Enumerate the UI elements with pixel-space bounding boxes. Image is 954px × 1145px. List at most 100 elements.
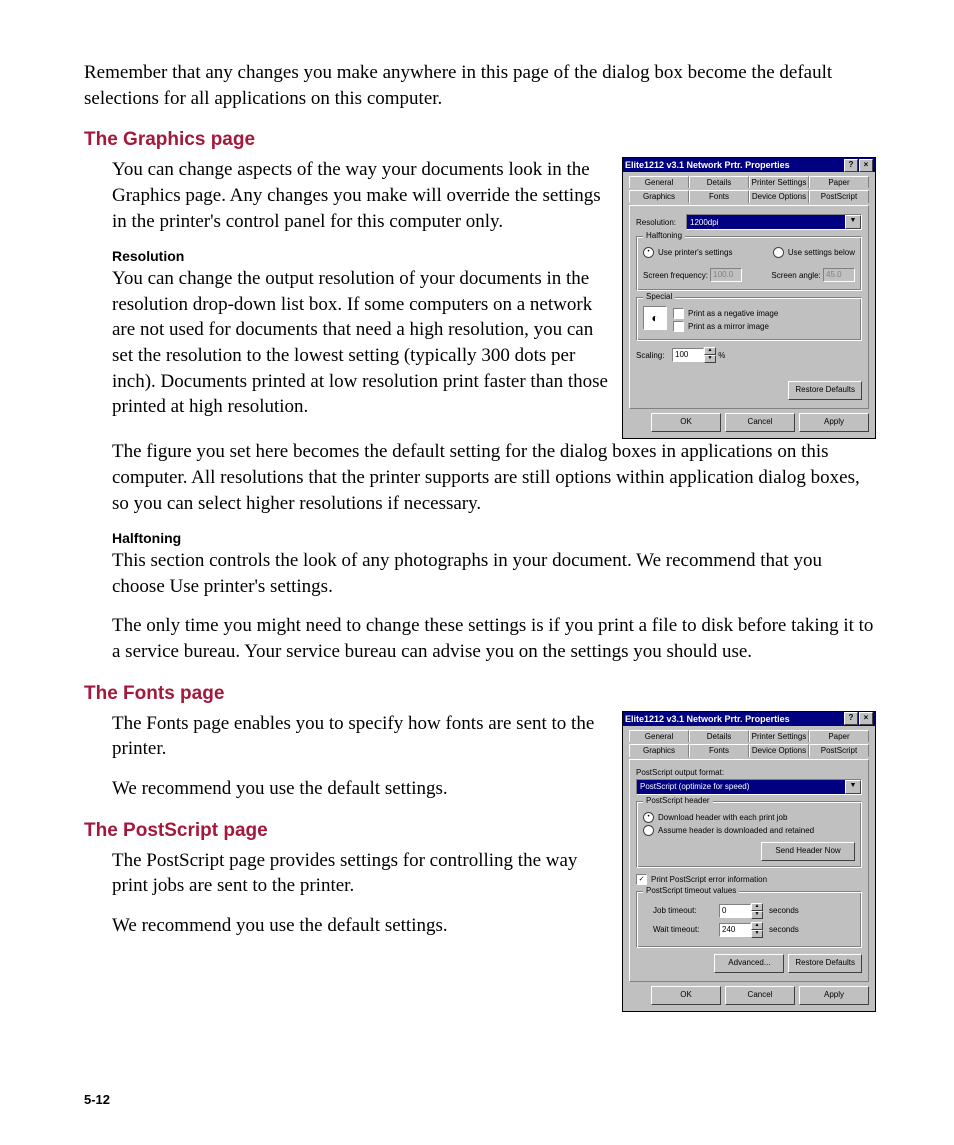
check-negative[interactable]: Print as a negative image	[673, 308, 855, 319]
cancel-button[interactable]: Cancel	[725, 986, 795, 1005]
ok-button[interactable]: OK	[651, 413, 721, 432]
checkbox-icon	[673, 321, 684, 332]
radio-use-below[interactable]: Use settings below	[773, 247, 855, 258]
check-negative-label: Print as a negative image	[688, 309, 778, 318]
tab-fonts[interactable]: Fonts	[689, 190, 749, 203]
chevron-down-icon[interactable]: ▼	[845, 780, 861, 794]
fonts-p1: The Fonts page enables you to specify ho…	[112, 711, 608, 762]
postscript-p1: The PostScript page provides settings fo…	[112, 848, 608, 899]
tabs-row2: Graphics Fonts Device Options PostScript	[629, 190, 869, 203]
tab-paper[interactable]: Paper	[809, 730, 869, 742]
up-arrow-icon[interactable]: ▲	[704, 347, 716, 355]
check-mirror-label: Print as a mirror image	[688, 322, 769, 331]
cancel-button[interactable]: Cancel	[725, 413, 795, 432]
tab-details[interactable]: Details	[689, 730, 749, 742]
radio-icon	[643, 812, 654, 823]
screen-angle-input: 45.0	[823, 268, 855, 282]
check-mirror[interactable]: Print as a mirror image	[673, 321, 855, 332]
radio-use-printer[interactable]: Use printer's settings	[643, 247, 732, 258]
halftoning-legend: Halftoning	[643, 231, 685, 240]
radio-assume-header-label: Assume header is downloaded and retained	[658, 826, 814, 835]
down-arrow-icon[interactable]: ▼	[704, 355, 716, 363]
restore-defaults-button[interactable]: Restore Defaults	[788, 954, 862, 973]
ps-output-dropdown[interactable]: PostScript (optimize for speed) ▼	[636, 779, 862, 795]
radio-use-printer-label: Use printer's settings	[658, 248, 732, 257]
help-icon[interactable]: ?	[844, 159, 858, 172]
advanced-button[interactable]: Advanced...	[714, 954, 784, 973]
restore-defaults-button[interactable]: Restore Defaults	[788, 381, 862, 400]
screen-freq-input: 100.0	[710, 268, 742, 282]
send-header-button[interactable]: Send Header Now	[761, 842, 855, 861]
graphics-p1: You can change aspects of the way your d…	[112, 157, 608, 234]
radio-icon	[773, 247, 784, 258]
tab-general[interactable]: General	[629, 730, 689, 742]
check-print-error[interactable]: Print PostScript error information	[636, 874, 862, 885]
dialog-titlebar: Elite1212 v3.1 Network Prtr. Properties …	[623, 712, 875, 726]
tab-graphics[interactable]: Graphics	[629, 744, 689, 757]
wait-timeout-value: 240	[719, 923, 751, 937]
document-page: Remember that any changes you make anywh…	[0, 0, 954, 1145]
resolution-value: 1200dpi	[687, 218, 845, 227]
tab-postscript[interactable]: PostScript	[809, 744, 869, 757]
tabs-row1-ps: General Details Printer Settings Paper	[629, 730, 869, 742]
wait-timeout-stepper[interactable]: 240 ▲▼	[719, 922, 763, 938]
ok-button[interactable]: OK	[651, 986, 721, 1005]
tabs-row2-ps: Graphics Fonts Device Options PostScript	[629, 744, 869, 757]
postscript-p2: We recommend you use the default setting…	[112, 913, 608, 939]
tab-paper[interactable]: Paper	[809, 176, 869, 188]
ps-timeout-group: PostScript timeout values Job timeout: 0…	[636, 891, 862, 948]
chevron-down-icon[interactable]: ▼	[845, 215, 861, 229]
apply-button[interactable]: Apply	[799, 986, 869, 1005]
graphics-top-wrap: You can change aspects of the way your d…	[84, 157, 876, 439]
fonts-heading: The Fonts page	[84, 683, 876, 705]
scaling-stepper[interactable]: 100 ▲▼	[672, 347, 716, 363]
ps-output-value: PostScript (optimize for speed)	[637, 782, 845, 791]
job-timeout-stepper[interactable]: 0 ▲▼	[719, 903, 763, 919]
apply-button[interactable]: Apply	[799, 413, 869, 432]
graphics-heading: The Graphics page	[84, 129, 876, 151]
postscript-dialog: Elite1212 v3.1 Network Prtr. Properties …	[622, 711, 876, 1012]
resolution-subheading: Resolution	[112, 248, 608, 264]
screen-angle-label: Screen angle:	[771, 271, 820, 280]
tab-postscript[interactable]: PostScript	[809, 190, 869, 203]
up-arrow-icon[interactable]: ▲	[751, 903, 763, 911]
tab-general[interactable]: General	[629, 176, 689, 188]
tab-details[interactable]: Details	[689, 176, 749, 188]
job-timeout-value: 0	[719, 904, 751, 918]
halftoning-p1: This section controls the look of any ph…	[112, 548, 876, 599]
close-icon[interactable]: ×	[859, 159, 873, 172]
intro-paragraph: Remember that any changes you make anywh…	[84, 60, 876, 111]
tab-device-options[interactable]: Device Options	[749, 190, 809, 203]
close-icon[interactable]: ×	[859, 712, 873, 725]
graphics-dialog: Elite1212 v3.1 Network Prtr. Properties …	[622, 157, 876, 439]
wait-timeout-label: Wait timeout:	[653, 925, 713, 934]
resolution-p2: The figure you set here becomes the defa…	[112, 439, 876, 516]
seconds-label: seconds	[769, 906, 799, 915]
radio-download-header[interactable]: Download header with each print job	[643, 812, 855, 823]
special-preview-icon: ◐	[643, 306, 667, 330]
resolution-dropdown[interactable]: 1200dpi ▼	[686, 214, 862, 230]
ps-header-group: PostScript header Download header with e…	[636, 801, 862, 868]
special-legend: Special	[643, 292, 675, 301]
down-arrow-icon[interactable]: ▼	[751, 911, 763, 919]
tab-printer-settings[interactable]: Printer Settings	[749, 176, 809, 188]
tabs-row1: General Details Printer Settings Paper	[629, 176, 869, 188]
help-icon[interactable]: ?	[844, 712, 858, 725]
scaling-label: Scaling:	[636, 351, 672, 360]
tab-device-options[interactable]: Device Options	[749, 744, 809, 757]
halftoning-group: Halftoning Use printer's settings Use se…	[636, 236, 862, 291]
radio-download-header-label: Download header with each print job	[658, 813, 787, 822]
tab-printer-settings[interactable]: Printer Settings	[749, 730, 809, 742]
tab-fonts[interactable]: Fonts	[689, 744, 749, 757]
tab-graphics[interactable]: Graphics	[629, 190, 689, 203]
radio-use-below-label: Use settings below	[788, 248, 855, 257]
radio-icon	[643, 825, 654, 836]
dialog-title: Elite1212 v3.1 Network Prtr. Properties	[625, 160, 843, 170]
radio-assume-header[interactable]: Assume header is downloaded and retained	[643, 825, 855, 836]
down-arrow-icon[interactable]: ▼	[751, 930, 763, 938]
halftoning-subheading: Halftoning	[112, 530, 876, 546]
percent-label: %	[718, 351, 725, 360]
up-arrow-icon[interactable]: ▲	[751, 922, 763, 930]
resolution-p1: You can change the output resolution of …	[112, 266, 608, 420]
resolution-label: Resolution:	[636, 218, 686, 227]
